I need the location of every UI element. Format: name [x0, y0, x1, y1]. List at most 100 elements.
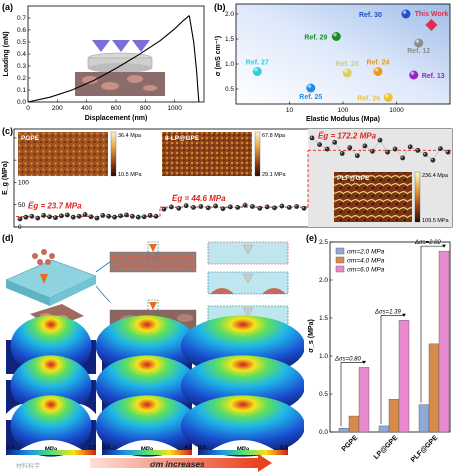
x-tick-label: 400: [81, 105, 92, 112]
bar: [348, 415, 360, 433]
panel-a-ylabel: Loading (mN): [3, 31, 10, 76]
legend-swatch: [335, 256, 345, 264]
sample-block: [75, 72, 165, 96]
modulus-point: [198, 204, 204, 209]
arrow-down-icon: [442, 244, 446, 248]
modulus-point: [347, 145, 353, 151]
unloading-curve: [188, 15, 200, 103]
panel-b-frame: [235, 3, 451, 105]
bar: [378, 425, 390, 433]
panel-b-label: (b): [214, 2, 226, 12]
lp-particle: [122, 263, 129, 269]
fea-stress-maps: MPaMPaMPa: [6, 315, 304, 457]
afm-colorbar: [110, 131, 117, 177]
x-tick-label: 100: [338, 107, 349, 114]
panel-b-points: Ref. 30 This Work Ref. 29 Ref. 12 Ref. 27 Ref…: [246, 9, 449, 103]
this-work-marker: [425, 19, 438, 31]
point-label: Ref. 29: [304, 35, 327, 42]
panel-a: (a) 0.0 0.1 0.2 0.3 0.4 0.5 0.6 0.7 0 200 400 600 8…: [2, 2, 205, 122]
modulus-point: [445, 149, 451, 155]
modulus-point: [168, 204, 174, 210]
lp-particle: [164, 255, 171, 261]
afm-colorbar: [254, 131, 261, 177]
panel-e-ylabel: σ_s (MPa): [308, 319, 315, 353]
point-label: Ref. 28: [336, 61, 359, 68]
panel-b: (b) 0.5 1.0 1.5 2.0 10 100 1000 Ref. 30 This W…: [214, 2, 451, 123]
colorbar-min: 0.0: [102, 445, 110, 451]
modulus-point: [400, 155, 406, 161]
arrow-down-icon: [40, 274, 48, 284]
panel-e-legend: σm=2.0 MPa σm=4.0 MPa σm=6.0 MPa: [335, 247, 385, 274]
modulus-point: [242, 202, 248, 208]
lp-particle: [175, 263, 182, 269]
stress-field: [180, 395, 304, 457]
afm-map: [334, 172, 412, 222]
point-label: Ref. 24: [366, 60, 389, 67]
modulus-point: [385, 149, 390, 155]
afm-map-title: PGPE: [21, 135, 40, 142]
y-tick-label: 0.5: [17, 39, 26, 46]
delta-label: Δσs=2.02: [414, 240, 441, 246]
colorbar-min: 0.0: [198, 445, 206, 451]
point-label: This Work: [415, 11, 449, 18]
modulus-point: [272, 205, 277, 211]
y-tick-label: 0.0: [17, 99, 26, 106]
modulus-point: [264, 204, 270, 210]
bar: [338, 427, 350, 433]
lp-particle: [182, 263, 189, 269]
category-label: LP@GPE: [373, 434, 400, 461]
modulus-point: [191, 205, 196, 210]
bar: [398, 320, 410, 433]
modulus-point: [430, 157, 436, 163]
bar: [358, 367, 370, 433]
colorbars: 0.0 2.0 0.0 4.0 0.0 6.0: [6, 445, 288, 455]
lp-particle: [133, 255, 140, 261]
afm-map: [162, 132, 252, 176]
panel-d: (d) MPaMPaMPa 0.0 2.0 0.0 4.0: [2, 233, 304, 472]
lp-particle: [118, 255, 125, 261]
lp-particle: [111, 255, 117, 261]
lp-particle: [144, 263, 151, 269]
x-tick-label: 1000: [389, 107, 404, 114]
arrow-down-icon: [112, 40, 130, 52]
modulus-point: [176, 205, 182, 211]
point-label: Ref. 26: [357, 96, 380, 103]
modulus-point: [317, 142, 322, 147]
modulus-point: [124, 212, 129, 218]
y-tick-label: 0.6: [17, 27, 26, 34]
arrow-down-icon: [132, 40, 150, 52]
colorbar-max: 6.0: [280, 445, 288, 451]
arrow-label: σm increases: [150, 459, 205, 469]
panel-c-ylabel: E_g (MPa): [2, 161, 9, 195]
bar: [388, 399, 400, 433]
panel-c-label: (c): [2, 126, 13, 136]
modulus-point: [377, 137, 383, 143]
mean-label: E̅g = 172.2 MPa: [318, 131, 377, 140]
sigma-increase-arrow: [90, 458, 260, 468]
y-tick-label: 0.2: [17, 75, 26, 82]
y-tick-label: 0.7: [17, 15, 26, 22]
bar: [438, 250, 450, 433]
modulus-point: [227, 204, 233, 210]
modulus-point: [294, 204, 300, 209]
colorbar-max: 4.0: [184, 445, 192, 451]
afm-colorbar-max: 236.4 Mpa: [422, 173, 449, 179]
modulus-point: [70, 214, 76, 220]
lp-particle: [126, 255, 133, 261]
modulus-point: [220, 206, 226, 212]
x-tick-label: 1000: [167, 105, 182, 112]
modulus-point: [118, 213, 123, 219]
panel-e-xticks: PGPE LP@GPE PLF@GPE: [341, 434, 440, 464]
panel-b-ylabel: σ (mS cm⁻¹): [215, 36, 222, 76]
afm-colorbar: [414, 171, 421, 223]
lp-particle: [187, 255, 193, 261]
mean-label: E̅g = 44.6 MPa: [172, 194, 226, 203]
bar: [428, 343, 440, 433]
modulus-point: [64, 212, 70, 218]
modulus-point: [112, 214, 118, 220]
panel-e-bars: [338, 250, 450, 433]
modulus-point: [161, 206, 167, 212]
stress-field: [10, 395, 92, 457]
y-tick-label: 1.0: [319, 353, 328, 360]
arrow-down-icon: [362, 360, 366, 364]
